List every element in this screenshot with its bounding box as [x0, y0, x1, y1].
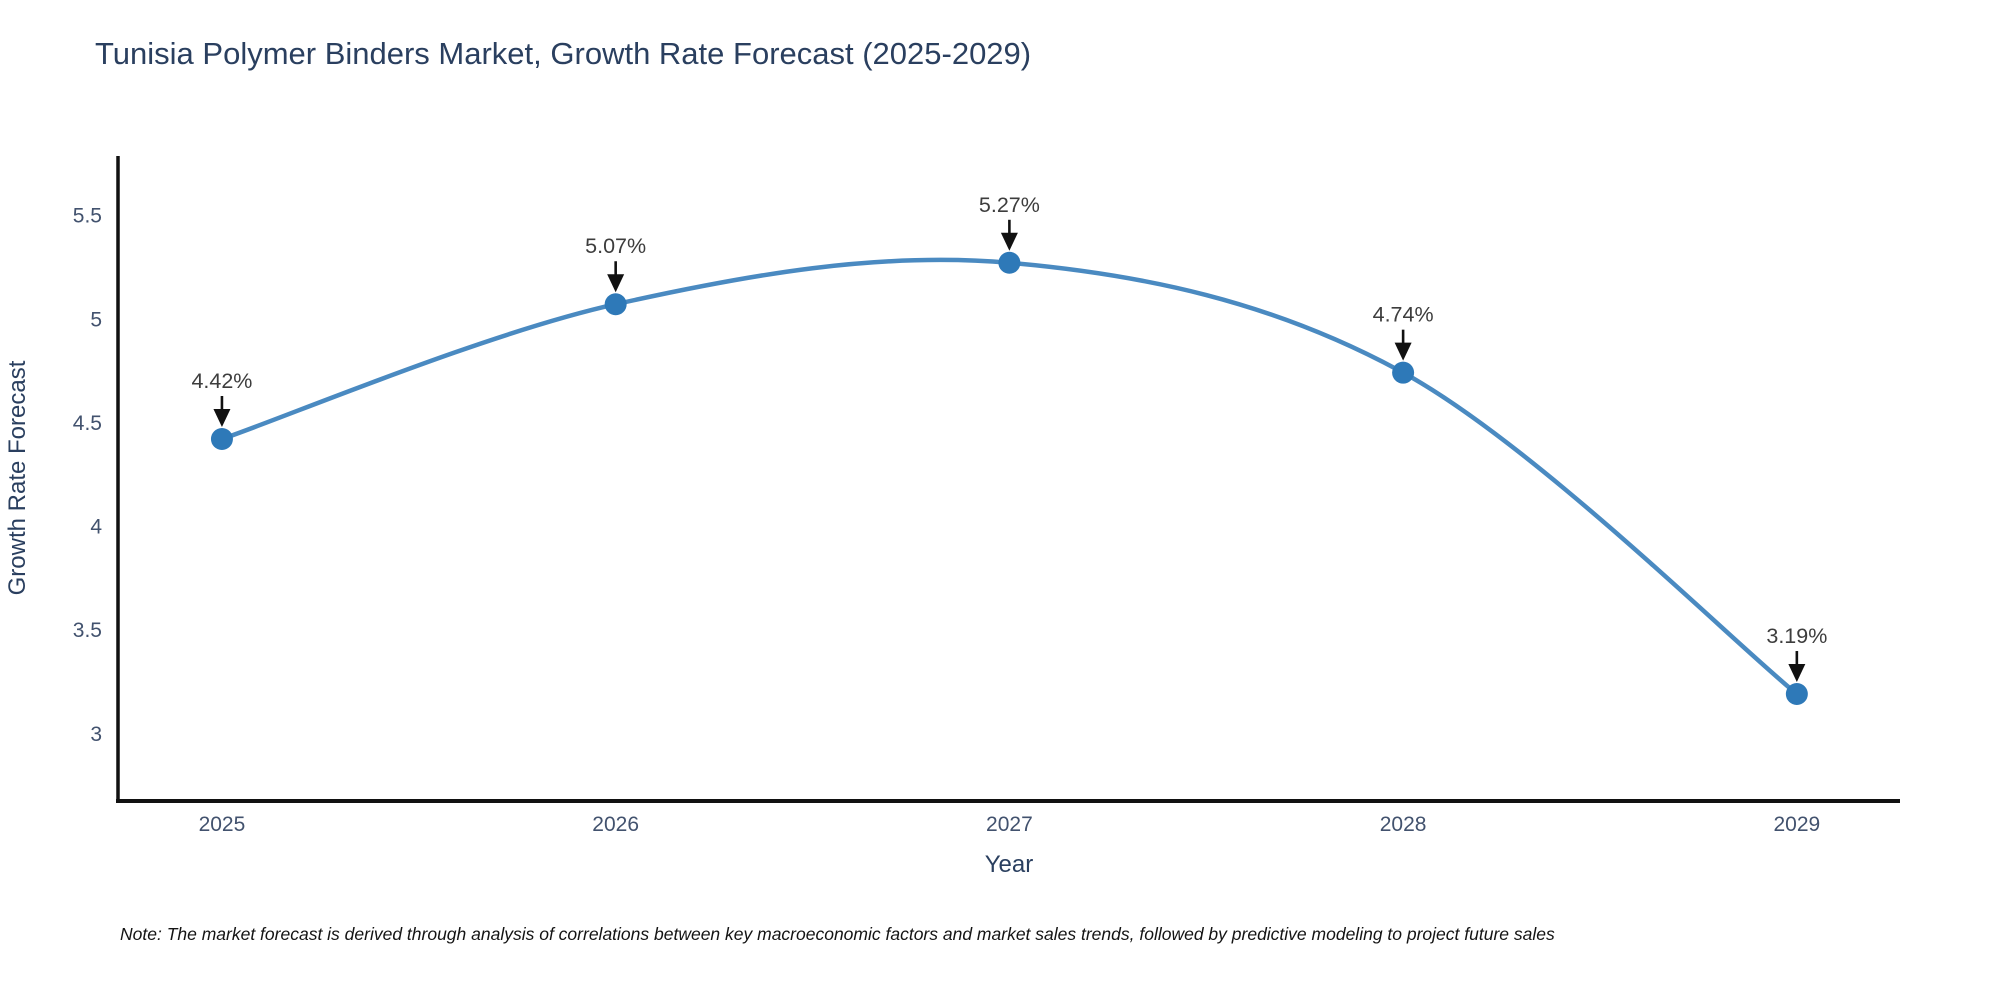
point-value-label: 3.19% [1766, 624, 1827, 648]
forecast-line [219, 257, 1800, 697]
data-point-2029[interactable] [1785, 683, 1808, 706]
y-tick-label: 4.5 [73, 412, 102, 435]
y-tick-label: 4 [90, 516, 102, 539]
point-value-label: 5.27% [979, 193, 1040, 217]
point-value-label: 4.42% [191, 369, 252, 393]
point-value-label: 5.07% [585, 234, 646, 258]
annotation-arrowhead-icon [1394, 342, 1412, 361]
annotation-2028: 4.74% [1373, 303, 1434, 361]
y-tick-label: 5 [90, 308, 102, 331]
y-tick-label: 3 [90, 723, 102, 746]
data-point-2026[interactable] [604, 293, 627, 316]
x-tick-label: 2027 [986, 813, 1033, 836]
chart-note: Note: The market forecast is derived thr… [120, 924, 1555, 944]
annotation-2029: 3.19% [1766, 624, 1827, 683]
point-value-label: 4.74% [1373, 303, 1434, 327]
annotation-arrowhead-icon [1000, 232, 1018, 251]
data-point-2028[interactable] [1392, 361, 1415, 384]
chart-title: Tunisia Polymer Binders Market, Growth R… [95, 36, 1032, 71]
y-axis-title: Growth Rate Forecast [4, 360, 31, 595]
data-point-2025[interactable] [210, 428, 233, 451]
x-tick-label: 2029 [1773, 813, 1820, 836]
x-axis-title: Year [985, 851, 1034, 878]
data-point-2027[interactable] [998, 251, 1021, 274]
x-tick-label: 2025 [199, 813, 246, 836]
annotation-2025: 4.42% [191, 369, 252, 428]
y-tick-label: 5.5 [73, 205, 102, 228]
annotation-arrowhead-icon [213, 409, 231, 428]
x-tick-label: 2028 [1380, 813, 1427, 836]
x-tick-label: 2026 [592, 813, 639, 836]
annotation-2026: 5.07% [585, 234, 646, 293]
annotation-2027: 5.27% [979, 193, 1040, 251]
y-tick-label: 3.5 [73, 619, 102, 642]
annotation-arrowhead-icon [607, 274, 625, 293]
annotation-arrowhead-icon [1788, 664, 1806, 683]
